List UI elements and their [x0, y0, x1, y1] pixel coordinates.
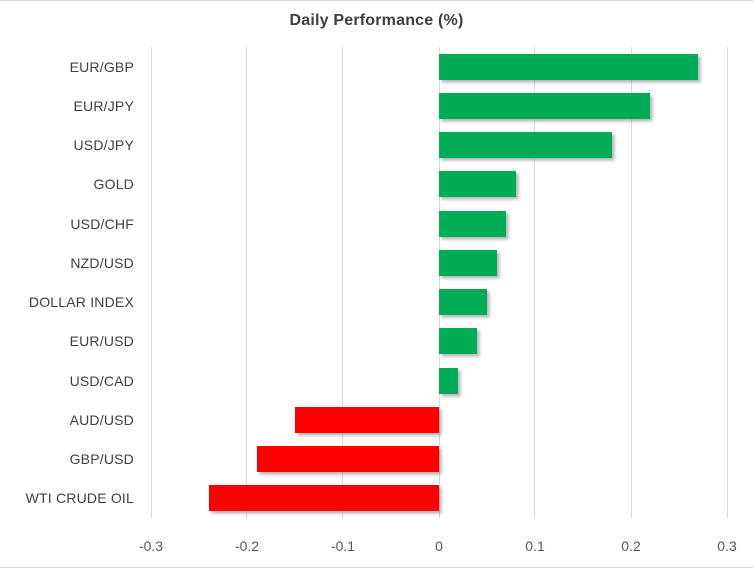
category-label: USD/CAD: [69, 372, 134, 389]
bar-row: [151, 126, 727, 165]
gridline: [630, 47, 632, 518]
category-label: AUD/USD: [69, 411, 134, 428]
bar-aud-usd: [295, 406, 439, 433]
bar-row: [151, 86, 727, 125]
bar-usd-chf: [439, 210, 507, 237]
gridline: [726, 47, 728, 518]
bar-row: [151, 165, 727, 204]
bar-row: [151, 204, 727, 243]
x-tick-label: 0.3: [717, 538, 737, 554]
category-label: EUR/GBP: [69, 58, 134, 75]
bar-eur-usd: [439, 328, 478, 355]
category-label: NZD/USD: [70, 254, 134, 271]
gridline: [534, 47, 536, 518]
gridline: [438, 47, 440, 518]
category-axis: EUR/GBP EUR/JPY USD/JPY GOLD USD/CHF NZD/USD D…: [0, 47, 143, 518]
plot-area: [150, 47, 728, 518]
category-label: GOLD: [93, 176, 134, 193]
x-tick-label: 0: [435, 538, 443, 554]
bar-row: [151, 361, 727, 400]
x-tick-label: 0.1: [525, 538, 545, 554]
category-label: USD/JPY: [73, 137, 134, 154]
bar-usd-jpy: [439, 132, 612, 159]
bar-row: [151, 322, 727, 361]
bar-row: [151, 47, 727, 86]
x-tick-label: 0.2: [621, 538, 641, 554]
bar-row: [151, 400, 727, 439]
category-label: EUR/JPY: [73, 97, 134, 114]
category-label: WTI CRUDE OIL: [25, 490, 134, 507]
bar-gbp-usd: [256, 446, 439, 473]
bar-dollar-index: [439, 289, 487, 316]
x-tick-label: -0.2: [234, 538, 260, 554]
bar-nzd-usd: [439, 249, 497, 276]
bar-eur-gbp: [439, 53, 699, 80]
bar-wti-crude-oil: [208, 485, 439, 512]
category-label: USD/CHF: [70, 215, 134, 232]
category-label: DOLLAR INDEX: [28, 294, 134, 311]
category-label: GBP/USD: [69, 451, 134, 468]
bar-gold: [439, 171, 516, 198]
gridline: [150, 47, 152, 518]
gridline: [342, 47, 344, 518]
bar-row: [151, 479, 727, 518]
x-tick-label: -0.1: [330, 538, 356, 554]
bar-series: [151, 47, 727, 518]
gridline: [246, 47, 248, 518]
bar-eur-jpy: [439, 92, 651, 119]
bar-row: [151, 283, 727, 322]
x-tick-label: -0.3: [138, 538, 164, 554]
bar-row: [151, 440, 727, 479]
bar-usd-cad: [439, 367, 459, 394]
category-label: EUR/USD: [69, 333, 134, 350]
x-axis: -0.3 -0.2 -0.1 0 0.1 0.2 0.3: [139, 536, 737, 556]
chart-title: Daily Performance (%): [289, 12, 464, 29]
bar-row: [151, 243, 727, 282]
